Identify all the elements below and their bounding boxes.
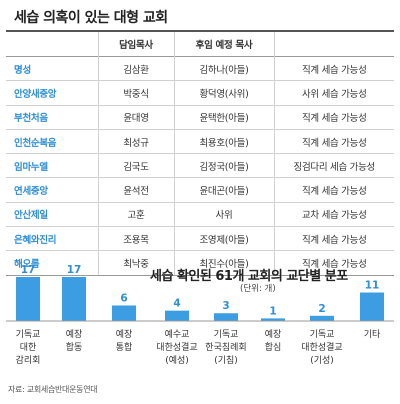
cell-pastor: 윤대영 [97, 105, 174, 130]
bar [165, 310, 189, 321]
table-row: 명성 김삼환 김하나(아들) 직계 세습 가능성 [6, 56, 394, 82]
bar-value-label: 4 [173, 298, 180, 310]
table-row: 은혜와진리 조용목 조영제(아들) 직계 세습 가능성 [6, 226, 394, 252]
category-label: 대한 [20, 342, 37, 353]
cell-church: 연세중앙 [6, 177, 98, 203]
cell-successor: 김정국(아들) [173, 153, 274, 179]
category-label: 기독교 [16, 329, 41, 340]
cell-successor: 윤대곤(아들) [173, 177, 274, 203]
category-label: (기침) [214, 355, 238, 366]
bar-value-label: 1 [269, 305, 276, 317]
bar [16, 277, 40, 321]
bar [214, 313, 238, 321]
category-label: 기타 [364, 329, 381, 340]
bar [62, 277, 86, 321]
bar-value-label: 17 [21, 264, 36, 276]
category-label: (예성) [165, 355, 189, 366]
cell-type: 직계 세습 가능성 [273, 56, 394, 82]
cell-church: 인천순복음 [6, 129, 98, 155]
chart-title: 세습 확인된 61개 교회의 교단별 분포 [150, 269, 348, 284]
bar-value-label: 6 [120, 292, 127, 304]
bar [310, 315, 334, 321]
category-label: 감리회 [16, 354, 41, 366]
table-row: 인천순복음 최성규 최용호(아들) 직계 세습 가능성 [6, 129, 394, 155]
cell-church: 은혜와진리 [6, 226, 98, 252]
cell-pastor: 조용목 [97, 226, 174, 252]
category-label: 예수교 [165, 329, 190, 340]
cell-type: 직계 세습 가능성 [273, 105, 394, 130]
cell-church: 명성 [6, 56, 98, 82]
cell-type: 교차 세습 가능성 [273, 202, 394, 228]
cell-pastor: 고훈 [97, 202, 174, 228]
table-header-row: 담임목사 후임 예정 목사 [6, 31, 394, 57]
category-label: 예장 [116, 329, 133, 340]
table-row: 안양새중앙 박중식 황덕영(사위) 사위 세습 가능성 [6, 80, 394, 106]
cell-pastor: 최낙중 [97, 250, 174, 276]
cell-successor: 김하나(아들) [173, 56, 274, 82]
category-label: 통합 [116, 342, 133, 353]
cell-church: 부천처음 [6, 105, 98, 130]
bar [112, 305, 136, 321]
cell-pastor: 김국도 [97, 153, 174, 179]
cell-successor: 최진수(아들) [173, 250, 274, 276]
chart-unit: (단위: 개) [240, 284, 276, 294]
cell-church: 해오름 [6, 250, 98, 276]
category-label: (기성) [310, 355, 334, 366]
succession-table: 담임목사 후임 예정 목사 명성 김삼환 김하나(아들) 직계 세습 가능성 안양새중앙… [6, 30, 394, 276]
bar-value-label: 3 [222, 300, 229, 312]
cell-church: 안양새중앙 [6, 80, 98, 106]
cell-type: 직계 세습 가능성 [273, 129, 394, 155]
bar [360, 292, 384, 321]
category-label: 예장 [66, 329, 83, 340]
header-pastor: 담임목사 [97, 31, 174, 57]
cell-pastor: 박중식 [97, 80, 174, 106]
category-label: 예장 [265, 329, 282, 340]
source-note: 자료: 교회세습반대운동연대 [8, 385, 98, 394]
table-row: 연세중앙 윤석전 윤대곤(아들) 직계 세습 가능성 [6, 177, 394, 203]
bar-value-label: 11 [365, 280, 380, 292]
cell-pastor: 김삼환 [97, 56, 174, 82]
cell-successor: 최용호(아들) [173, 129, 274, 155]
cell-type: 징검다리 세습 가능성 [273, 153, 394, 179]
bar-value-label: 17 [67, 264, 82, 276]
category-label: 대한성결교 [156, 342, 197, 353]
table-title: 세습 의혹이 있는 대형 교회 [14, 10, 168, 26]
cell-church: 임마누엘 [6, 153, 98, 179]
category-label: 합동 [66, 342, 83, 353]
header-type [273, 31, 394, 57]
table-row: 임마누엘 김국도 김정국(아들) 징검다리 세습 가능성 [6, 153, 394, 179]
category-label: 기독교 [214, 329, 239, 340]
cell-pastor: 최성규 [97, 129, 174, 155]
cell-type: 직계 세습 가능성 [273, 226, 394, 252]
table-row: 안산제일 고훈 사위 교차 세습 가능성 [6, 202, 394, 228]
cell-successor: 황덕영(사위) [173, 80, 274, 106]
category-label: 기독교 [310, 329, 335, 340]
cell-church: 안산제일 [6, 202, 98, 228]
category-label: 한국침례회 [205, 342, 246, 353]
cell-type: 직계 세습 가능성 [273, 177, 394, 203]
header-successor: 후임 예정 목사 [173, 31, 274, 57]
cell-successor: 조영제(아들) [173, 226, 274, 252]
cell-type: 사위 세습 가능성 [273, 80, 394, 106]
table-row: 해오름 최낙중 최진수(아들) 직계 세습 가능성 [6, 250, 394, 276]
table-row: 부천처음 윤대영 윤택한(아들) 직계 세습 가능성 [6, 105, 394, 130]
category-label: 대한성결교 [301, 342, 342, 353]
bar-value-label: 2 [318, 303, 325, 315]
bar [261, 318, 285, 321]
cell-successor: 사위 [173, 202, 274, 228]
category-label: 합심 [265, 342, 282, 353]
cell-pastor: 윤석전 [97, 177, 174, 203]
cell-type: 직계 세습 가능성 [273, 250, 394, 276]
cell-successor: 윤택한(아들) [173, 105, 274, 130]
header-church [6, 31, 98, 57]
table-body: 명성 김삼환 김하나(아들) 직계 세습 가능성 안양새중앙 박중식 황덕영(사위) 사위 세… [6, 56, 394, 276]
